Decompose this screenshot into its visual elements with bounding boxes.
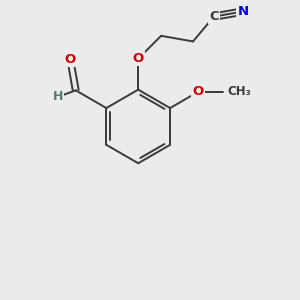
Text: CH₃: CH₃ bbox=[228, 85, 251, 98]
Text: O: O bbox=[65, 53, 76, 66]
Text: H: H bbox=[52, 90, 63, 104]
Text: N: N bbox=[237, 5, 248, 18]
Text: O: O bbox=[193, 85, 204, 98]
Text: O: O bbox=[133, 52, 144, 65]
Text: C: C bbox=[209, 10, 219, 23]
